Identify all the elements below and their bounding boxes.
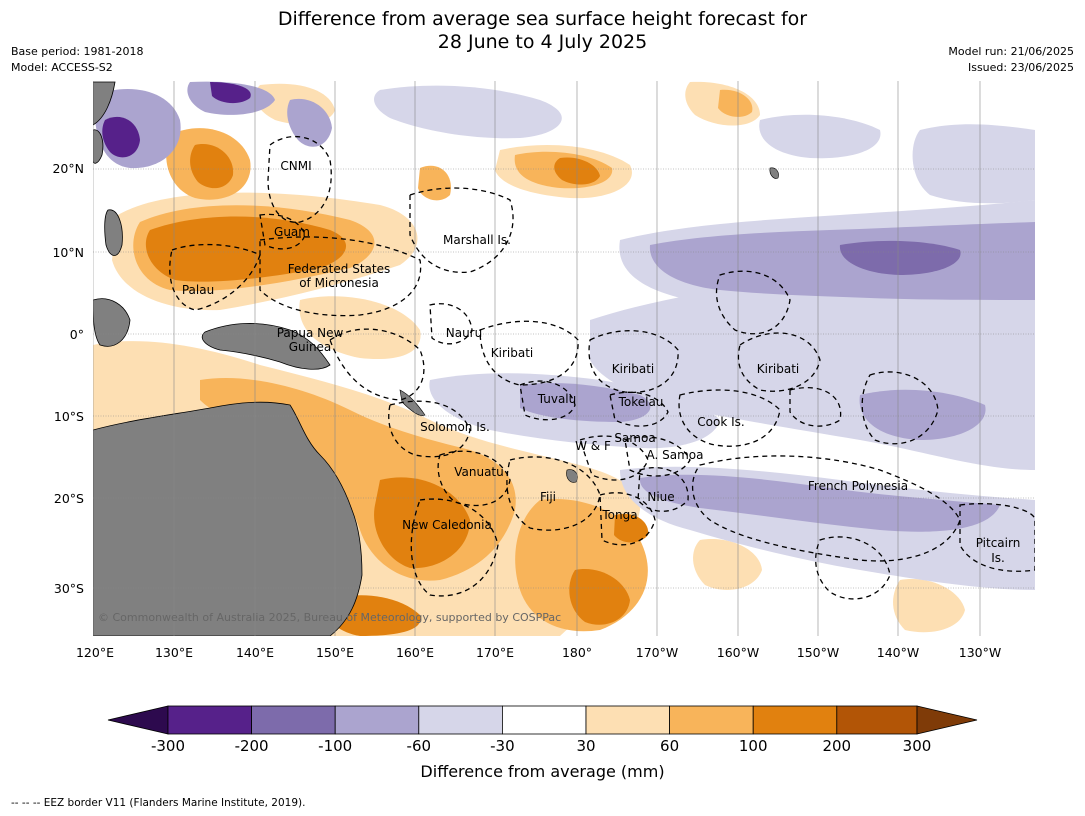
label-tokelau: Tokelau	[618, 395, 664, 409]
model-run-text: Model run: 21/06/2025	[948, 45, 1074, 58]
graticule-lon	[93, 81, 981, 636]
eez-footnote: -- -- -- EEZ border V11 (Flanders Marine…	[11, 797, 306, 809]
meta-right: Model run: 21/06/2025 Issued: 23/06/2025	[948, 44, 1074, 76]
colorbar-tick: -300	[151, 737, 185, 755]
colorbar-tick: -100	[318, 737, 352, 755]
land-masses	[93, 81, 779, 636]
colorbar-bin	[334, 705, 420, 735]
label-palau: Palau	[182, 283, 214, 297]
lon-label-170w: 170°W	[636, 645, 678, 660]
colorbar-bin	[585, 705, 670, 735]
colorbar-bin	[167, 705, 252, 735]
label-png-2: Guinea	[289, 340, 332, 354]
colorbar-bin	[669, 705, 754, 735]
colorbar-bin	[836, 705, 918, 735]
label-tonga: Tonga	[601, 508, 637, 522]
lat-label-20s: 20°S	[54, 491, 84, 506]
meta-left: Base period: 1981-2018 Model: ACCESS-S2	[11, 44, 143, 76]
lon-label-150w: 150°W	[797, 645, 839, 660]
title-line-1: Difference from average sea surface heig…	[277, 8, 808, 30]
label-fsm-1: Federated States	[288, 262, 390, 276]
philippines-land	[104, 209, 123, 256]
map-panel: © Commonwealth of Australia 2025, Bureau…	[93, 81, 1035, 636]
lat-label-0: 0°	[70, 327, 84, 342]
lon-label-140e: 140°E	[236, 645, 274, 660]
new-guinea-land	[201, 323, 331, 370]
lon-label-160e: 160°E	[396, 645, 434, 660]
label-marshall: Marshall Is.	[443, 233, 511, 247]
label-solomon: Solomon Is.	[420, 420, 490, 434]
label-kiribati-west: Kiribati	[491, 346, 533, 360]
colorbar-tick: -60	[407, 737, 432, 755]
colorbar-tick: 100	[739, 737, 768, 755]
colorbar-high-extend	[916, 705, 978, 735]
label-png-1: Papua New	[277, 326, 344, 340]
colorbar-bin	[418, 705, 503, 735]
issued-text: Issued: 23/06/2025	[967, 61, 1074, 74]
lat-label-10n: 10°N	[52, 245, 84, 260]
colorbar-tick: -200	[235, 737, 269, 755]
lon-label-140w: 140°W	[877, 645, 919, 660]
colorbar: -300 -200 -100 -60 -30 30 60 100 200 300	[107, 705, 978, 755]
lat-label-20n: 20°N	[52, 161, 84, 176]
indonesia-land	[93, 298, 131, 347]
lon-label-160w: 160°W	[717, 645, 759, 660]
lon-label-120e: 120°E	[76, 645, 114, 660]
label-samoa: Samoa	[614, 431, 655, 445]
lon-label-170e: 170°E	[476, 645, 514, 660]
colorbar-ticks: -300 -200 -100 -60 -30 30 60 100 200 300	[151, 737, 931, 755]
label-fsm-2: of Micronesia	[299, 276, 379, 290]
label-kiribati-central: Kiribati	[612, 362, 654, 376]
region-labels: CNMI Guam Marshall Is. Federated States …	[182, 159, 1020, 565]
label-new-caledonia: New Caledonia	[402, 518, 492, 532]
colorbar-bin	[752, 705, 838, 735]
colorbar-bin	[251, 705, 336, 735]
negative-anomaly-fields	[94, 81, 1035, 636]
hawaii-land	[769, 167, 779, 179]
colorbar-label: Difference from average (mm)	[420, 762, 665, 781]
label-fiji: Fiji	[540, 490, 556, 504]
australia-land	[93, 401, 363, 636]
label-nauru: Nauru	[446, 326, 482, 340]
copyright-text: © Commonwealth of Australia 2025, Bureau…	[98, 611, 561, 624]
map-title: Difference from average sea surface heig…	[0, 8, 1085, 54]
lon-label-180: 180°	[562, 645, 592, 660]
label-french-polynesia: French Polynesia	[808, 479, 908, 493]
colorbar-tick: -30	[490, 737, 515, 755]
label-pitcairn-2: Is.	[991, 551, 1005, 565]
model-text: Model: ACCESS-S2	[11, 61, 113, 74]
colorbar-low-extend	[107, 705, 169, 735]
label-kiribati-east: Kiribati	[757, 362, 799, 376]
base-period-text: Base period: 1981-2018	[11, 45, 144, 58]
title-line-2: 28 June to 4 July 2025	[437, 31, 648, 53]
label-vanuatu: Vanuatu	[454, 465, 504, 479]
lat-label-10s: 10°S	[54, 409, 84, 424]
colorbar-tick: 300	[903, 737, 932, 755]
colorbar-tick: 60	[660, 737, 679, 755]
label-niue: Niue	[647, 490, 674, 504]
lon-label-130e: 130°E	[155, 645, 193, 660]
colorbar-bin	[501, 705, 587, 735]
colorbar-tick: 200	[822, 737, 851, 755]
longitude-labels: 120°E 130°E 140°E 150°E 160°E 170°E 180°…	[76, 645, 1001, 660]
latitude-labels: 20°N 10°N 0° 10°S 20°S 30°S	[52, 161, 84, 596]
lon-label-130w: 130°W	[959, 645, 1001, 660]
label-cook: Cook Is.	[697, 415, 744, 429]
label-american-samoa: A. Samoa	[647, 448, 704, 462]
label-cnmi: CNMI	[280, 159, 311, 173]
lat-label-30s: 30°S	[54, 581, 84, 596]
solomon-land	[399, 389, 426, 416]
label-guam: Guam	[274, 225, 310, 239]
colorbar-tick: 30	[576, 737, 595, 755]
label-tuvalu: Tuvalu	[537, 392, 577, 406]
lon-label-150e: 150°E	[316, 645, 354, 660]
eez-borders	[169, 135, 1035, 600]
label-pitcairn-1: Pitcairn	[976, 536, 1021, 550]
taiwan-land	[93, 129, 104, 164]
label-wallis-futuna: W & F	[575, 439, 611, 453]
fiji-land	[566, 469, 578, 483]
